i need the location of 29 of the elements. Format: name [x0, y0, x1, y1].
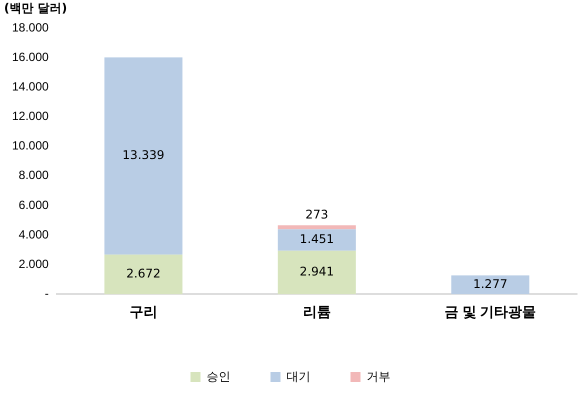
y-tick-label: 2.000 [18, 256, 50, 271]
bar [104, 57, 182, 255]
y-tick-label: 4.000 [18, 227, 50, 242]
data-label: 1.451 [300, 232, 334, 246]
x-tick-label: 구리 [129, 303, 158, 320]
legend-label: 대기 [286, 369, 310, 384]
legend-label: 거부 [366, 369, 390, 384]
data-label: 1.277 [473, 276, 508, 291]
y-tick-label: 10.000 [12, 138, 50, 153]
x-tick-label: 금 및 기타광물 [444, 303, 536, 320]
y-tick-label: 18.000 [12, 20, 50, 34]
y-tick-label: 6.000 [18, 198, 50, 212]
y-tick-label: 8.000 [18, 168, 50, 182]
y-tick-label: - [44, 286, 49, 301]
data-label: 2.672 [126, 266, 161, 281]
legend-label: 승인 [206, 369, 230, 384]
y-tick-label: 16.000 [12, 50, 50, 64]
y-axis-title: (백만 달러) [4, 0, 68, 17]
y-tick-label: 12.000 [12, 109, 50, 124]
data-label: 273 [305, 207, 328, 222]
bar [451, 275, 530, 294]
x-tick-label: 리튬 [302, 303, 331, 320]
data-label: 2.941 [300, 264, 334, 279]
data-label: 13.339 [122, 148, 164, 162]
bar [278, 225, 356, 230]
bar [104, 254, 182, 294]
y-tick-label: 14.000 [12, 79, 50, 94]
bar [278, 250, 356, 294]
bar [278, 229, 356, 251]
